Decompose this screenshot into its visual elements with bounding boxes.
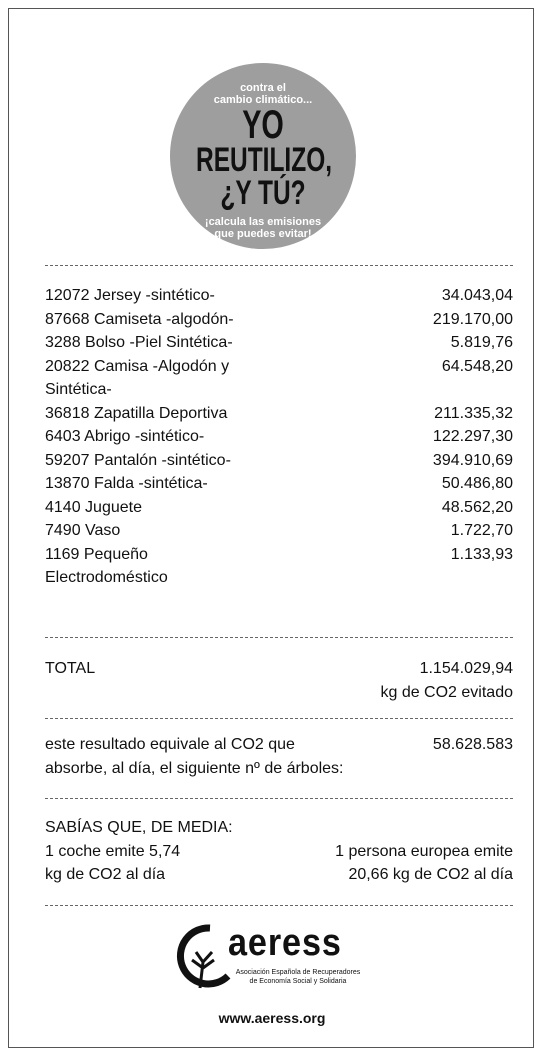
facts-text: 1 persona europea emite 20,66 kg de CO2 … [335, 840, 513, 887]
badge-text: cambio climático... [213, 94, 313, 106]
item-value: 1.133,93 [450, 545, 513, 563]
logo-sub-text: Asociación Española de Recuperadores [235, 969, 361, 976]
logo-sub-text: de Economía Social y Solidaria [249, 978, 347, 985]
separator [45, 265, 513, 266]
badge: contra el cambio climático... YO REUTILI… [170, 63, 356, 249]
item-value: 64.548,20 [441, 357, 513, 375]
item-value: 50.486,80 [441, 475, 513, 492]
badge-text: que puedes evitar! [214, 228, 312, 240]
facts-text: kg de CO2 al día [45, 866, 166, 883]
item-name: 6403 Abrigo -sintético- [45, 428, 205, 445]
item-list: 12072 Jersey -sintético- 34.043,04 87668 C… [45, 284, 513, 590]
trees-value: 58.628.583 [432, 736, 513, 753]
item-value: 211.335,32 [434, 404, 513, 422]
item-row: 4140 Juguete 48.562,20 [45, 496, 513, 520]
logo-name: aeress [228, 922, 342, 964]
badge-headline: REUTILIZO, [196, 141, 333, 179]
facts-text: 1 coche emite 5,74 [45, 842, 181, 860]
item-name: Sintética- [45, 381, 112, 398]
separator [45, 718, 513, 719]
item-name: 87668 Camiseta -algodón- [45, 310, 234, 328]
logo-icon [176, 924, 231, 989]
item-row: 7490 Vaso 1.722,70 [45, 519, 513, 543]
item-name: 59207 Pantalón -sintético- [45, 451, 231, 469]
item-value: 48.562,20 [441, 498, 513, 516]
facts-text: 1 persona europea emite [335, 842, 513, 860]
total-label: TOTAL [45, 660, 96, 677]
trees-text: absorbe, al día, el siguiente nº de árbo… [45, 759, 344, 777]
item-row: 13870 Falda -sintética- 50.486,80 [45, 472, 513, 496]
total: TOTAL 1.154.029,94 kg de CO2 evitado [45, 657, 513, 704]
separator [45, 637, 513, 638]
separator [45, 798, 513, 799]
facts: SABÍAS QUE, DE MEDIA: 1 coche emite 5,74… [45, 816, 513, 887]
item-row: 20822 Camisa -Algodón y Sintética- 64.548,… [45, 355, 513, 402]
item-value: 219.170,00 [432, 310, 513, 328]
logo-sub: Asociación Española de Recuperadores de … [228, 968, 368, 986]
item-row: 3288 Bolso -Piel Sintética- 5.819,76 [45, 331, 513, 355]
item-name: 36818 Zapatilla Deportiva [45, 404, 228, 422]
item-name: 3288 Bolso -Piel Sintética- [45, 334, 233, 351]
item-value: 34.043,04 [441, 287, 513, 304]
trees: este resultado equivale al CO2 que absor… [45, 733, 513, 780]
item-row: 6403 Abrigo -sintético- 122.297,30 [45, 425, 513, 449]
item-name: 20822 Camisa -Algodón y [45, 357, 230, 375]
item-value: 122.297,30 [432, 428, 513, 445]
badge-headline: YO [242, 103, 284, 147]
separator [45, 905, 513, 906]
total-unit: kg de CO2 evitado [380, 683, 513, 701]
total-value: 1.154.029,94 [419, 660, 513, 677]
facts-title: SABÍAS QUE, DE MEDIA: [45, 819, 233, 836]
item-row: 1169 Pequeño Electrodoméstico 1.133,93 [45, 543, 513, 590]
item-value: 394.910,69 [432, 451, 513, 469]
item-name: 4140 Juguete [45, 498, 142, 516]
facts-text: 20,66 kg de CO2 al día [348, 866, 513, 883]
badge-text: contra el [240, 82, 286, 94]
item-name: Electrodoméstico [45, 569, 168, 586]
item-name: 7490 Vaso [45, 522, 121, 539]
item-name: 13870 Falda -sintética- [45, 475, 208, 492]
badge-text: ¡calcula las emisiones [204, 216, 322, 228]
item-name: 12072 Jersey -sintético- [45, 287, 215, 304]
item-value: 1.722,70 [450, 522, 513, 539]
logo-url: www.aeress.org [218, 1010, 326, 1026]
item-row: 87668 Camiseta -algodón- 219.170,00 [45, 308, 513, 332]
badge-headline: ¿Y TÚ? [220, 174, 306, 212]
item-row: 59207 Pantalón -sintético- 394.910,69 [45, 449, 513, 473]
item-row: 12072 Jersey -sintético- 34.043,04 [45, 284, 513, 308]
item-name: 1169 Pequeño [45, 545, 148, 563]
item-value: 5.819,76 [450, 334, 513, 351]
trees-text: este resultado equivale al CO2 que [45, 736, 295, 753]
item-row: 36818 Zapatilla Deportiva 211.335,32 [45, 402, 513, 426]
